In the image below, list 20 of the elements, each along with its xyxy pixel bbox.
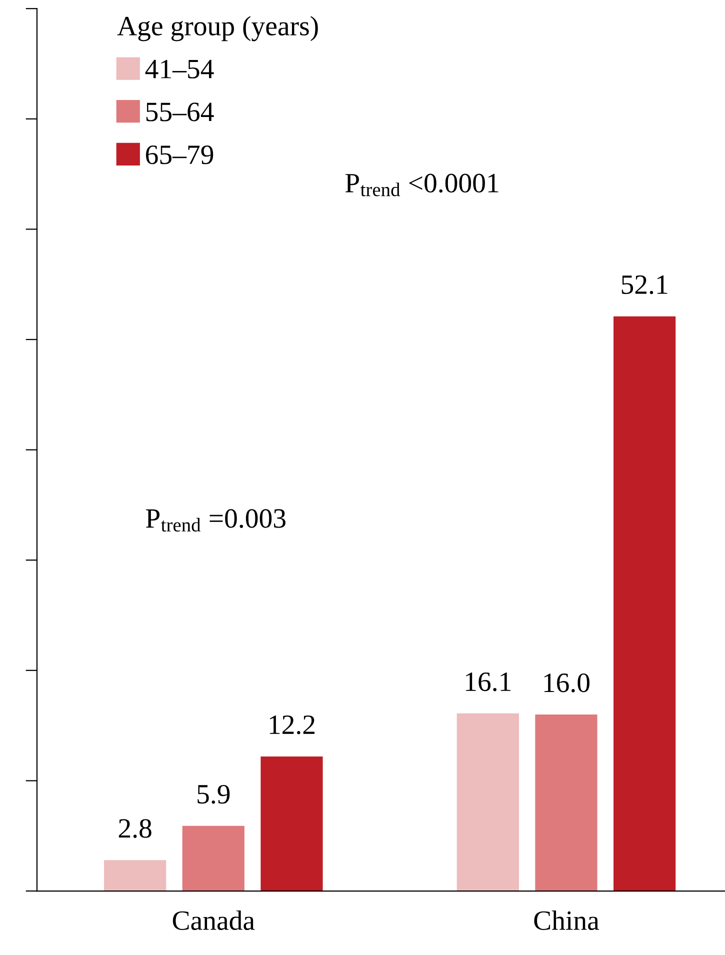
annotation: P$_{trend}$ <0.0001	[345, 174, 498, 196]
bar	[104, 860, 166, 892]
data-label: 16.0	[544, 673, 590, 692]
annotation: P$_{trend}$ =0.003	[146, 509, 286, 532]
bar	[614, 316, 676, 892]
bar	[535, 714, 598, 892]
bar	[182, 826, 244, 892]
legend-label: 41–54	[145, 60, 214, 78]
x-tick-label: China	[534, 910, 600, 930]
x-tick-label: Canada	[172, 910, 255, 930]
data-label: 16.1	[466, 672, 511, 692]
data-label: 12.2	[270, 715, 314, 734]
legend-title: Age group (years)	[117, 16, 318, 42]
data-label: 5.9	[198, 784, 230, 804]
bar	[456, 713, 519, 892]
data-label: 2.8	[118, 819, 152, 838]
data-label: 52.1	[622, 275, 668, 294]
legend-label: 55–64	[146, 102, 214, 122]
legend-label: 65–79	[146, 145, 214, 164]
bar	[260, 756, 323, 892]
